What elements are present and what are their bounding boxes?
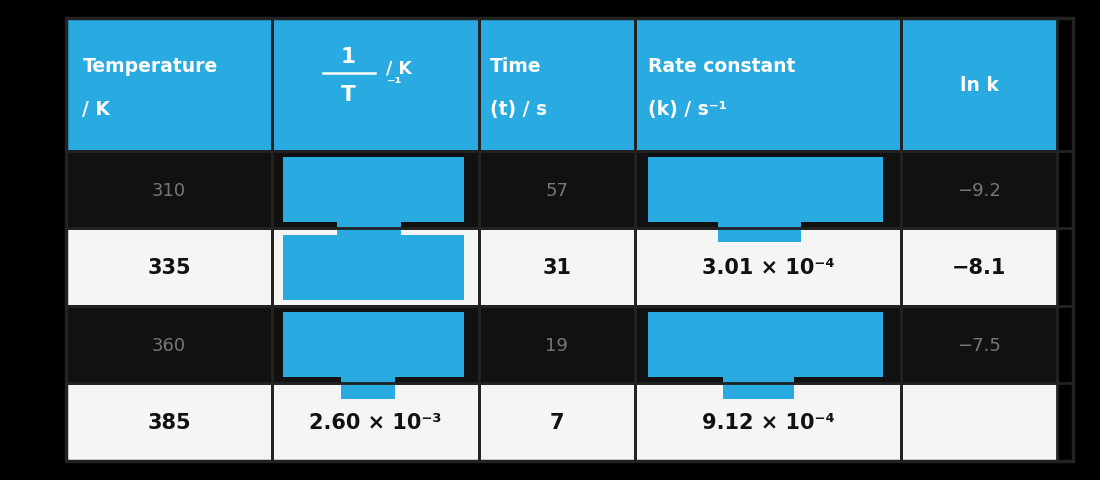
Bar [635,384,901,461]
Bar [478,306,635,384]
Bar [283,235,464,300]
Bar [273,384,478,461]
Text: 1: 1 [341,47,355,67]
Bar [66,19,273,152]
Bar [901,306,1057,384]
Text: Time: Time [490,57,541,76]
Text: (k) / s⁻¹: (k) / s⁻¹ [648,100,727,119]
Bar [66,306,273,384]
Text: 7: 7 [549,412,564,432]
Text: 3.01 × 10⁻⁴: 3.01 × 10⁻⁴ [702,258,834,277]
Bar [478,229,635,306]
Text: 2.60 × 10⁻³: 2.60 × 10⁻³ [309,412,442,432]
Text: 57: 57 [546,181,569,199]
Text: 31: 31 [542,258,571,277]
Bar [66,152,273,229]
Bar [718,223,801,242]
Text: 335: 335 [147,258,191,277]
Text: 19: 19 [546,336,568,354]
Text: −8.1: −8.1 [953,258,1007,277]
Bar [901,152,1057,229]
Text: 360: 360 [152,336,186,354]
Bar [478,19,635,152]
Text: 2.78 × 10⁻³: 2.78 × 10⁻³ [322,336,429,354]
Bar [273,229,478,306]
Bar [635,19,901,152]
Bar [901,229,1057,306]
Text: ⁻¹: ⁻¹ [386,75,402,91]
Bar [901,384,1057,461]
Bar [273,152,478,229]
Text: 5.37 × 10⁻⁴: 5.37 × 10⁻⁴ [715,336,821,354]
Bar [478,384,635,461]
Text: ln k: ln k [960,76,999,95]
Bar [635,229,901,306]
Bar [337,223,400,242]
Text: (t) / s: (t) / s [490,100,547,119]
Bar [283,158,464,223]
Text: T: T [341,85,355,105]
Bar [341,377,395,399]
Text: 9.12 × 10⁻⁴: 9.12 × 10⁻⁴ [702,412,835,432]
Bar [648,312,882,377]
Text: 3.23 × 10⁻³: 3.23 × 10⁻³ [322,181,429,199]
Text: Temperature: Temperature [82,57,218,76]
Bar [273,19,478,152]
Bar [901,19,1057,152]
Bar [66,384,273,461]
Text: 1.75 × 10⁻³: 1.75 × 10⁻³ [715,181,821,199]
Text: / K: / K [386,60,412,78]
Text: 2.99 × 10⁻³: 2.99 × 10⁻³ [309,258,442,277]
Text: −7.5: −7.5 [957,336,1001,354]
Text: 310: 310 [152,181,186,199]
Text: / K: / K [82,100,110,119]
Bar [635,152,901,229]
Bar [478,152,635,229]
Bar [66,229,273,306]
Bar [648,158,882,223]
Bar [635,306,901,384]
Text: 385: 385 [147,412,191,432]
Bar [283,312,464,377]
Text: −9.2: −9.2 [957,181,1001,199]
Text: Rate constant: Rate constant [648,57,795,76]
Bar [273,306,478,384]
Bar [723,377,793,399]
